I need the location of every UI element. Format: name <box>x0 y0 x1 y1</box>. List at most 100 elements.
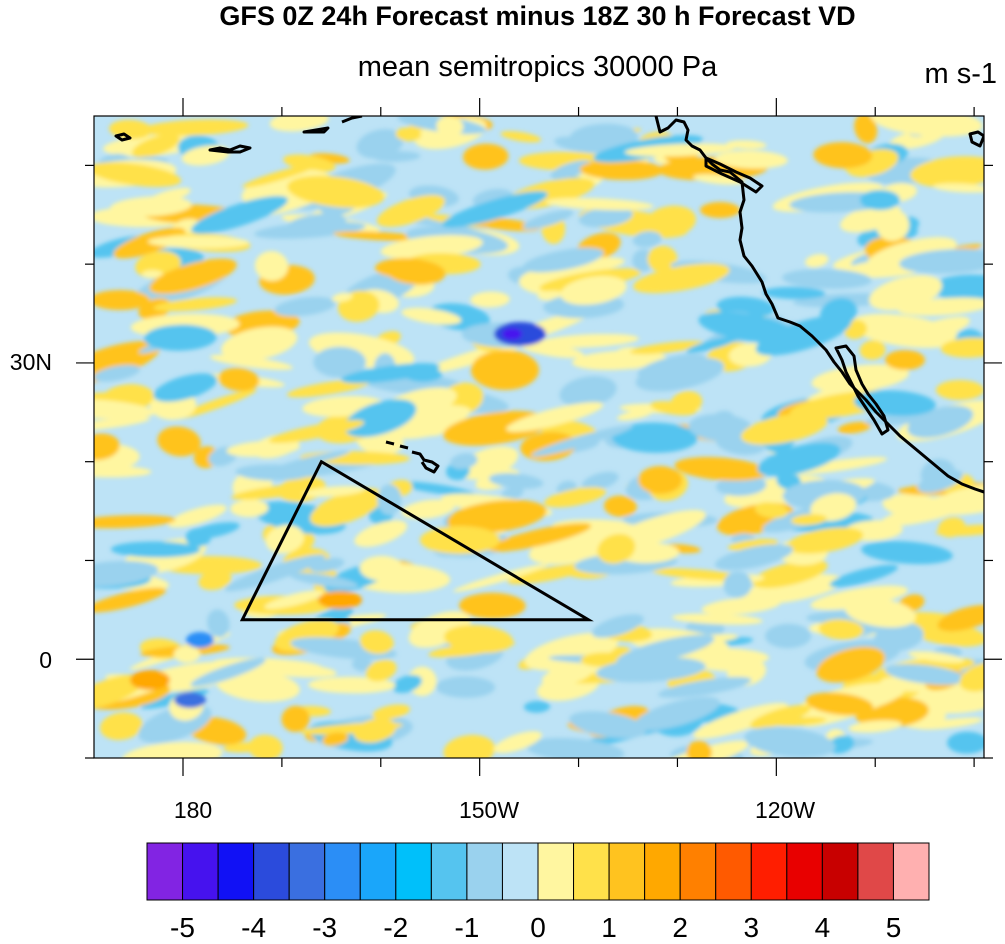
field-patch <box>506 402 604 432</box>
field-patch <box>310 488 384 527</box>
field-patch <box>818 619 864 640</box>
field-patch <box>715 150 788 169</box>
colorbar-label: 4 <box>815 912 831 943</box>
field-patch <box>597 533 636 564</box>
field-feature <box>174 692 206 708</box>
field-patch <box>616 634 715 666</box>
field-patch <box>581 471 619 491</box>
colorbar-swatch <box>324 842 361 901</box>
field-patch <box>210 354 293 370</box>
colorbar-swatch <box>786 842 823 901</box>
field-patch <box>917 469 963 493</box>
field-patch <box>630 340 705 355</box>
field-patch <box>442 191 548 228</box>
field-patch <box>331 292 353 303</box>
field-patch <box>207 609 230 638</box>
colorbar-swatch <box>715 842 752 901</box>
field-patch <box>765 623 812 649</box>
field-patch <box>109 196 192 217</box>
field-patch <box>94 674 145 709</box>
field-patch <box>947 731 984 754</box>
field-feature <box>700 202 740 218</box>
lat-tick-label: 30N <box>10 349 52 375</box>
field-patch <box>624 143 736 157</box>
lon-tick-labels: 180 150W 120W <box>174 797 816 823</box>
field-patch <box>365 659 397 682</box>
aleutian-island-3 <box>302 126 330 134</box>
field-patch <box>711 410 735 429</box>
colorbar-swatch <box>537 842 575 901</box>
field-patch <box>198 569 232 591</box>
lat-tick-labels: 30N 0 <box>10 349 52 673</box>
field-patch <box>543 487 607 508</box>
colorbar-swatch <box>750 842 788 901</box>
field-patch <box>844 597 916 628</box>
coastlines <box>114 116 984 494</box>
field-patch <box>153 373 218 402</box>
field-patch <box>341 363 440 384</box>
difference-field <box>94 116 984 758</box>
field-patch <box>531 425 633 457</box>
field-patch <box>395 127 422 142</box>
field-patch <box>559 376 617 408</box>
field-patch <box>132 134 180 158</box>
field-patch <box>698 311 796 343</box>
field-patch <box>596 657 706 683</box>
field-patch <box>837 421 871 434</box>
field-feature <box>94 290 150 310</box>
field-patch <box>254 251 289 281</box>
field-patch <box>218 367 260 392</box>
field-patch <box>94 515 176 529</box>
field-patch <box>523 700 551 713</box>
colorbar-swatch <box>288 842 326 901</box>
field-feature <box>130 670 170 690</box>
field-patch <box>235 464 311 481</box>
field-patch <box>548 664 605 675</box>
colorbar-swatch <box>608 842 646 901</box>
field-patch <box>859 340 886 360</box>
field-patch <box>786 527 864 554</box>
field-patch <box>376 195 446 227</box>
field-patch <box>488 523 592 552</box>
field-patch <box>273 450 350 471</box>
field-patch <box>359 630 394 654</box>
field-patch <box>634 696 720 731</box>
field-patch <box>302 486 365 497</box>
field-patch <box>757 442 841 477</box>
colorbar-swatch <box>501 842 539 901</box>
colorbar-swatch <box>679 842 717 901</box>
field-patch <box>810 585 908 610</box>
field-patch <box>94 560 159 587</box>
field-feature <box>471 350 539 390</box>
field-patch <box>500 486 524 501</box>
colorbar-swatch <box>146 842 184 901</box>
field-patch <box>560 275 627 305</box>
plot-frame <box>93 115 985 759</box>
field-patch <box>933 183 984 193</box>
field-patch <box>550 160 593 180</box>
field-patch <box>313 346 367 378</box>
field-patch <box>224 554 326 592</box>
field-patch <box>545 197 654 211</box>
colorbar-swatch <box>217 842 255 901</box>
field-patch <box>157 426 201 457</box>
field-patch <box>149 258 237 295</box>
field-patch <box>805 254 829 268</box>
field-patch <box>744 726 836 758</box>
field-patch <box>740 413 828 445</box>
field-patch <box>436 116 464 137</box>
lon-tick-label: 150W <box>459 797 519 823</box>
field-patch <box>372 704 411 720</box>
field-patch <box>632 231 662 248</box>
field-patch <box>488 473 544 489</box>
field-patch <box>356 129 404 159</box>
field-patch <box>269 116 329 132</box>
colorbar-label: -4 <box>241 912 266 943</box>
field-patch <box>309 557 345 573</box>
field-patch <box>525 737 625 758</box>
field-patch <box>354 520 408 547</box>
field-patch <box>935 524 984 537</box>
colorbar-swatch <box>892 842 930 901</box>
field-patch <box>359 555 404 581</box>
